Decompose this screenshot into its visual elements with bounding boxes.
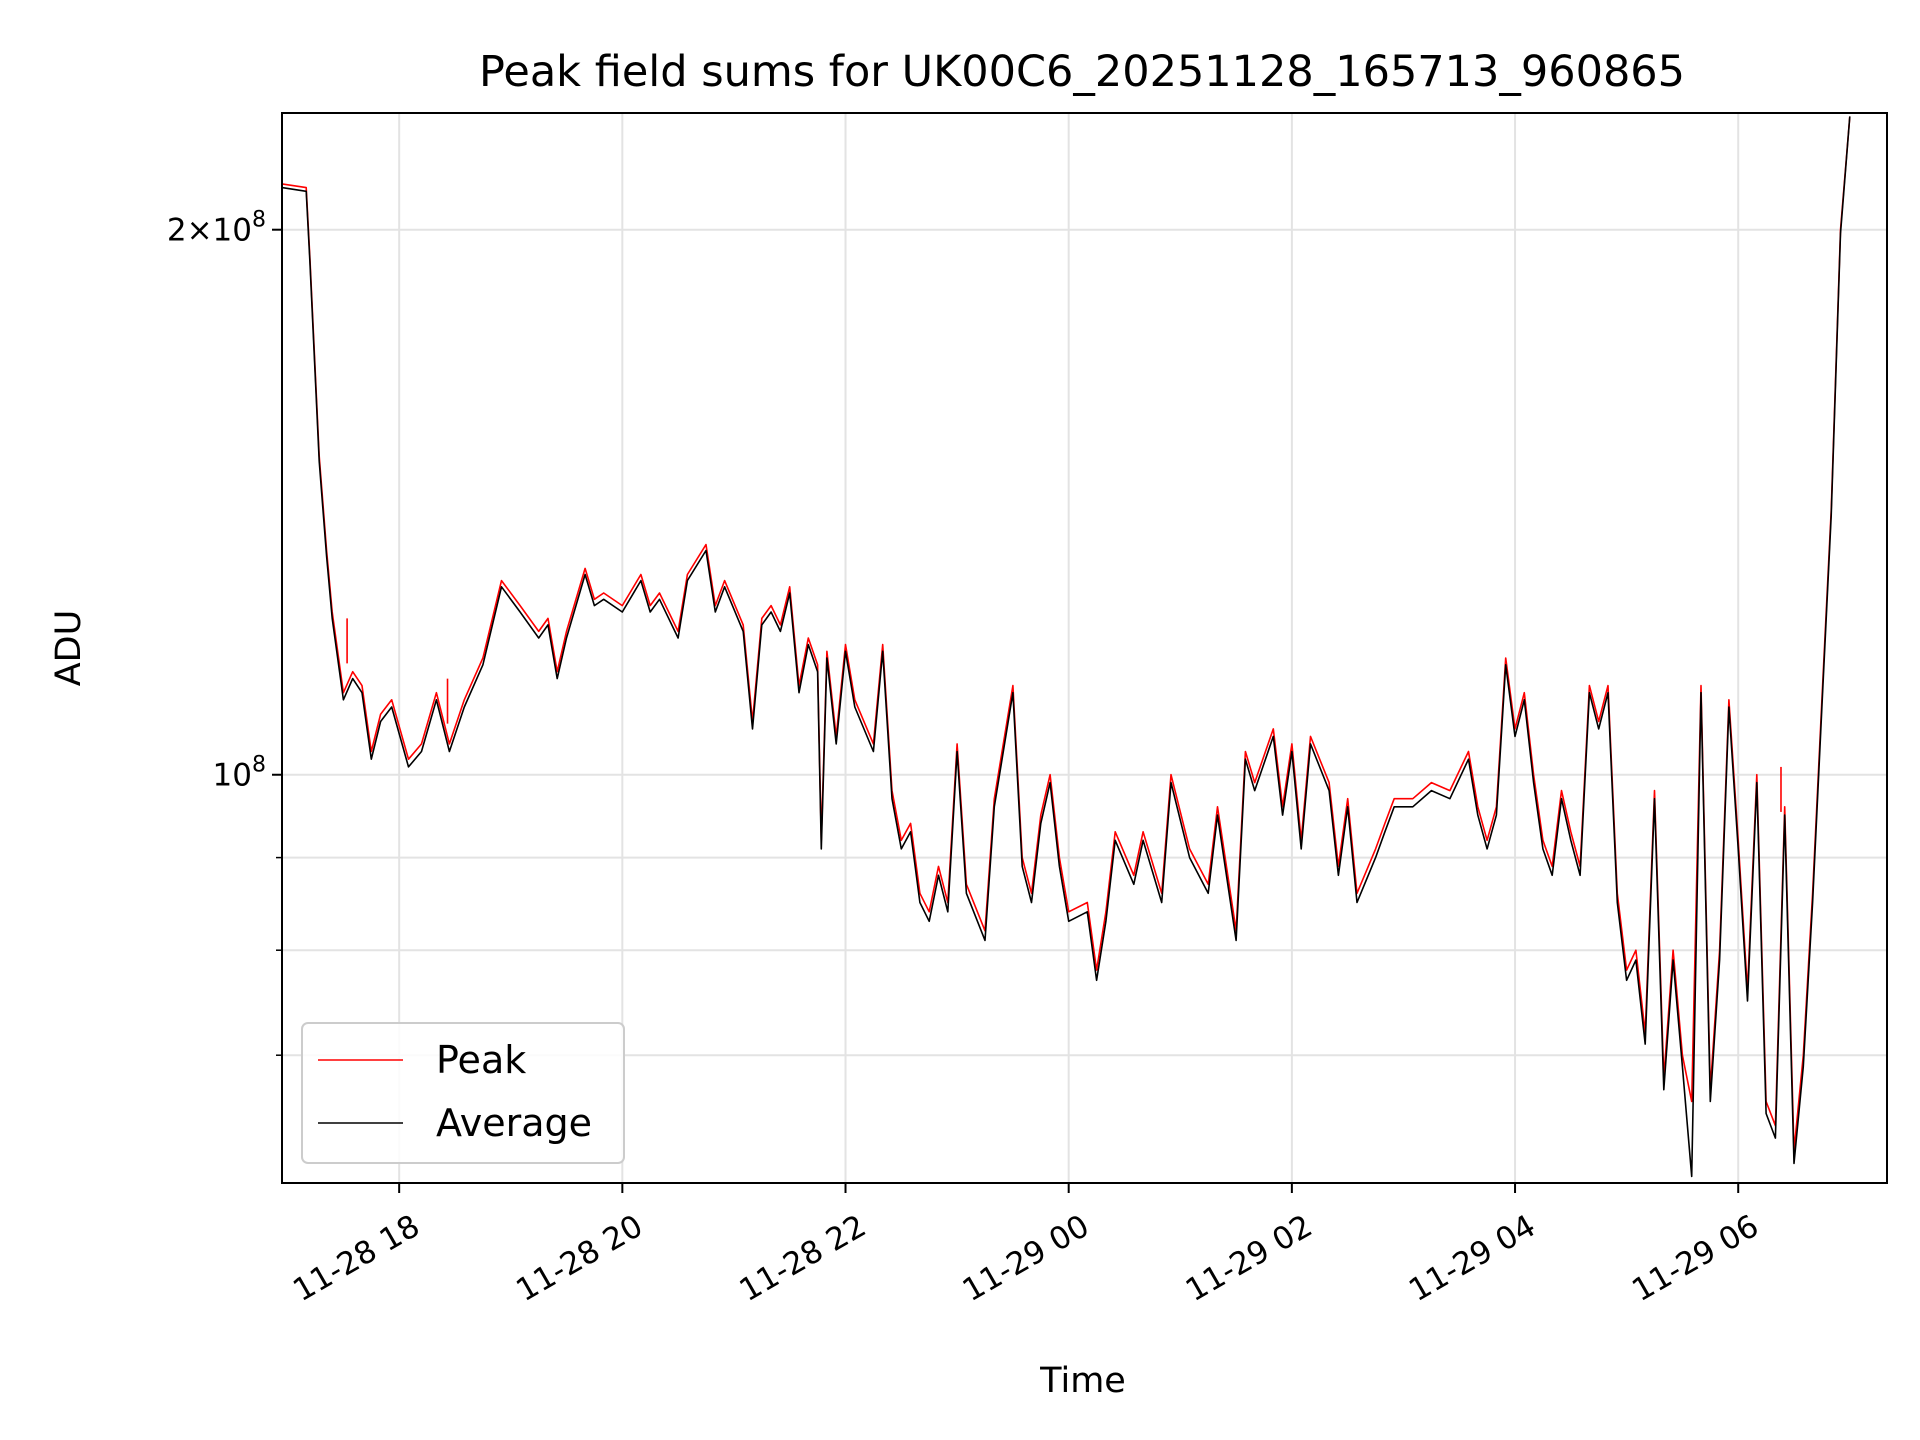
legend-box — [301, 1022, 625, 1164]
y-tick-label: 2×108 — [167, 208, 266, 249]
x-tick-label: 11-28 22 — [733, 1208, 872, 1309]
y-tick-label: 108 — [213, 753, 266, 794]
legend: Peak Average — [301, 1022, 625, 1164]
y-axis-ticks: 108 2×108 — [167, 208, 282, 1056]
series-line-peak — [281, 116, 1851, 1152]
x-axis-label: Time — [1039, 1361, 1126, 1401]
y-axis-label: ADU — [49, 610, 89, 687]
x-tick-label: 11-29 06 — [1626, 1208, 1765, 1309]
x-tick-label: 11-29 02 — [1180, 1208, 1319, 1309]
x-tick-label: 11-28 20 — [510, 1208, 649, 1309]
x-tick-label: 11-29 00 — [957, 1208, 1096, 1309]
x-tick-label: 11-28 18 — [287, 1208, 426, 1309]
series-lines — [281, 116, 1851, 1178]
chart-title: Peak field sums for UK00C6_20251128_1657… — [479, 47, 1685, 97]
x-axis-ticks: 11-28 18 11-28 20 11-28 22 11-29 00 11-29 02… — [287, 1183, 1765, 1309]
x-tick-label: 11-29 04 — [1403, 1208, 1542, 1309]
series-line-average — [281, 116, 1851, 1178]
legend-label-average: Average — [436, 1101, 592, 1145]
legend-label-peak: Peak — [436, 1038, 526, 1082]
plot-frame — [281, 112, 1888, 1184]
